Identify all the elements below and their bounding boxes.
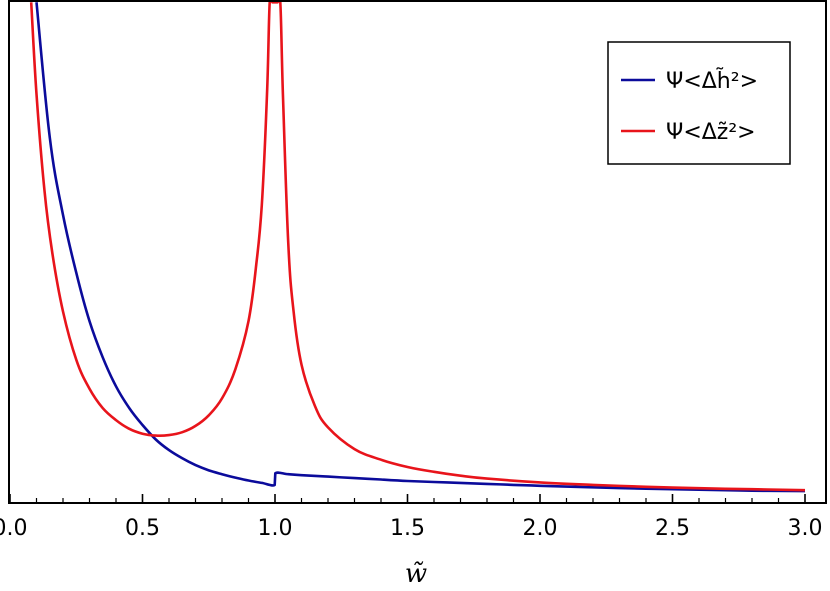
series-line-h: [35, 2, 806, 493]
x-tick-label: 2.5: [655, 516, 690, 541]
x-axis-title: w̃: [405, 559, 427, 589]
legend-label-h: Ψ<Δh̃²>: [666, 68, 758, 94]
series-layer: [29, 1, 806, 493]
series-line-z: [29, 1, 806, 492]
plot-frame: [8, 0, 827, 504]
x-tick-labels: 0.0 0.5 1.0 1.5 2.0 2.5 3.0: [0, 516, 823, 541]
x-tick-label: 3.0: [788, 516, 823, 541]
legend-label-z: Ψ<Δz̃²>: [666, 120, 756, 145]
x-tick-label: 0.0: [0, 516, 28, 541]
x-tick-label: 1.5: [390, 516, 425, 541]
x-tick-label: 2.0: [523, 516, 558, 541]
x-tick-label: 0.5: [125, 516, 160, 541]
x-tick-label: 1.0: [258, 516, 293, 541]
legend-box: [607, 41, 791, 165]
legend: Ψ<Δh̃²> Ψ<Δz̃²>: [607, 41, 791, 165]
major-ticks: [9, 494, 806, 503]
